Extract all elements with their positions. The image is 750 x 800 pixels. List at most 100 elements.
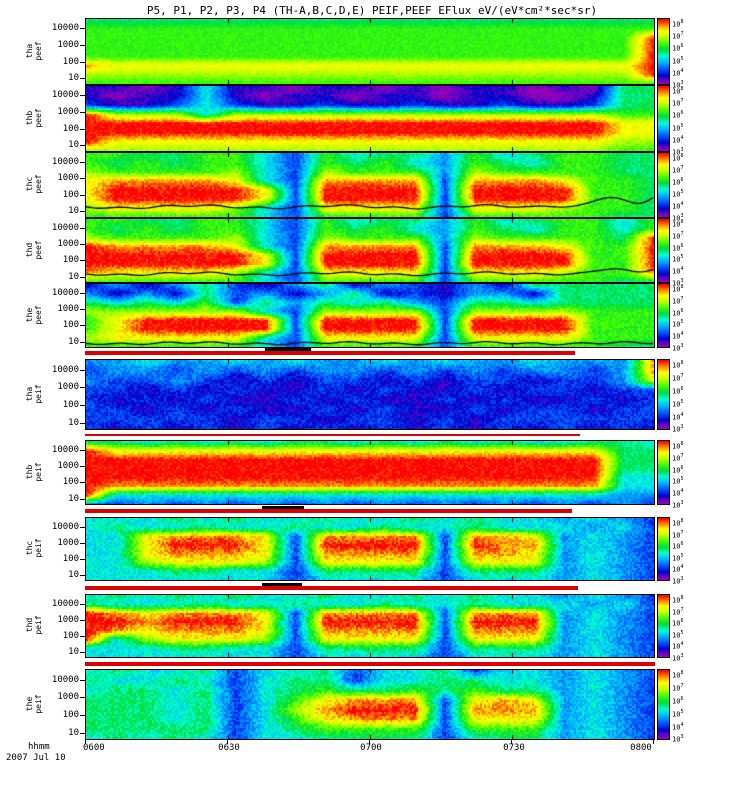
panel-axis-label: tha peif bbox=[25, 370, 43, 418]
colorbar-tick-label: 106 bbox=[672, 110, 684, 120]
data-gap-bar-black bbox=[265, 348, 311, 351]
colorbar-tick-label: 105 bbox=[672, 123, 684, 133]
colorbar-tick-label: 104 bbox=[672, 722, 684, 732]
y-axis-tick-label: 10000 bbox=[51, 599, 79, 609]
y-axis-tick-label: 10 bbox=[68, 494, 79, 504]
probe-label: thd bbox=[25, 242, 34, 257]
probe-label: tha bbox=[25, 43, 34, 58]
spectrogram-canvas bbox=[86, 19, 654, 84]
panel-axis-label: thb peef bbox=[25, 94, 43, 142]
y-axis-tick bbox=[80, 715, 85, 716]
probe-label: thd bbox=[25, 617, 34, 633]
panel-the-peif: the peif bbox=[25, 669, 655, 740]
colorbar-tick-label: 107 bbox=[672, 683, 684, 693]
colorbar-tick-label: 107 bbox=[672, 453, 684, 463]
colorbar-tick-label: 108 bbox=[672, 670, 684, 680]
y-axis-tick-label: 10 bbox=[68, 206, 79, 216]
y-axis-tick bbox=[80, 162, 85, 163]
x-tick-label: 0630 bbox=[218, 743, 240, 753]
y-axis-tick bbox=[80, 244, 85, 245]
panel-thd-peif: thd peif bbox=[25, 594, 655, 658]
colorbar-tick-label: 107 bbox=[672, 165, 684, 175]
x-axis-tick bbox=[227, 740, 228, 744]
probe-label: thb bbox=[25, 110, 34, 125]
y-axis-tick bbox=[80, 342, 85, 343]
instrument-label: peef bbox=[34, 107, 43, 128]
spectrogram-canvas bbox=[86, 86, 654, 151]
y-axis-tick-label: 100 bbox=[62, 631, 79, 641]
y-axis-tick-label: 100 bbox=[62, 190, 79, 200]
panel-axis-label: thb peif bbox=[25, 448, 43, 496]
colorbar-thd-peef bbox=[657, 218, 670, 283]
colorbar-tick-label: 107 bbox=[672, 296, 684, 306]
colorbar-tick-label: 105 bbox=[672, 189, 684, 199]
y-axis-tick-label: 10000 bbox=[51, 522, 79, 532]
y-axis-tick-label: 10000 bbox=[51, 365, 79, 375]
colorbar-tick-label: 104 bbox=[672, 564, 684, 574]
spectrogram-canvas bbox=[86, 284, 654, 347]
y-axis-tick-label: 1000 bbox=[57, 538, 79, 548]
y-axis-tick-label: 1000 bbox=[57, 461, 79, 471]
y-axis-tick-label: 100 bbox=[62, 255, 79, 265]
y-axis-tick-label: 10 bbox=[68, 647, 79, 657]
colorbar-tick-label: 106 bbox=[672, 308, 684, 318]
x-tick-label: 0700 bbox=[360, 743, 382, 753]
colorbar-tha-peif bbox=[657, 359, 670, 430]
y-axis-tick-label: 10000 bbox=[51, 288, 79, 298]
y-axis-tick-label: 10 bbox=[68, 418, 79, 428]
y-axis-tick-label: 10000 bbox=[51, 675, 79, 685]
spectrogram-canvas bbox=[86, 518, 654, 580]
y-axis-tick bbox=[80, 370, 85, 371]
panel-thc-peif: thc peif bbox=[25, 517, 655, 581]
colorbar-tick-label: 106 bbox=[672, 43, 684, 53]
colorbar-tick-label: 108 bbox=[672, 219, 684, 229]
colorbar-tick-label: 103 bbox=[672, 424, 684, 434]
panel-axis-label: tha peef bbox=[25, 27, 43, 75]
panel-thc-peef: thc peef bbox=[25, 152, 655, 218]
colorbar-tick-label: 103 bbox=[672, 80, 684, 90]
colorbar-tick-label: 106 bbox=[672, 696, 684, 706]
x-axis-format-label: hhmm bbox=[28, 742, 50, 752]
colorbar-tick-label: 103 bbox=[672, 213, 684, 223]
y-axis-tick bbox=[80, 129, 85, 130]
probe-label: the bbox=[25, 307, 34, 322]
colorbar-tick-label: 106 bbox=[672, 541, 684, 551]
y-axis-tick bbox=[80, 78, 85, 79]
y-axis-tick bbox=[80, 466, 85, 467]
colorbar-tick-label: 107 bbox=[672, 231, 684, 241]
colorbar-tick-label: 106 bbox=[672, 386, 684, 396]
y-axis-tick bbox=[80, 482, 85, 483]
colorbar-tick-label: 103 bbox=[672, 653, 684, 663]
y-axis-tick-label: 100 bbox=[62, 477, 79, 487]
y-axis-tick-label: 100 bbox=[62, 710, 79, 720]
panel-thb-peif: thb peif bbox=[25, 440, 655, 505]
y-axis-tick bbox=[80, 405, 85, 406]
y-axis-tick bbox=[80, 620, 85, 621]
panel-axis-label: the peif bbox=[25, 680, 43, 728]
panel-axis-label: thc peif bbox=[25, 524, 43, 572]
panel-thd-peef: thd peef bbox=[25, 218, 655, 283]
y-axis-tick bbox=[80, 277, 85, 278]
probe-label: thb bbox=[25, 464, 34, 479]
y-axis-tick-label: 10 bbox=[68, 337, 79, 347]
y-axis-tick bbox=[80, 604, 85, 605]
y-axis-tick bbox=[80, 559, 85, 560]
colorbar-tick-label: 108 bbox=[672, 19, 684, 29]
colorbar-tick-label: 104 bbox=[672, 266, 684, 276]
y-axis-tick bbox=[80, 195, 85, 196]
colorbar-tick-label: 103 bbox=[672, 343, 684, 353]
colorbar-thc-peef bbox=[657, 152, 670, 218]
x-tick-label: 0730 bbox=[503, 743, 525, 753]
data-gap-bar bbox=[85, 586, 578, 590]
y-axis-tick-label: 10 bbox=[68, 728, 79, 738]
colorbar-tick-label: 105 bbox=[672, 56, 684, 66]
colorbar-tick-label: 107 bbox=[672, 607, 684, 617]
colorbar-tick-label: 105 bbox=[672, 319, 684, 329]
spectrogram-canvas bbox=[86, 595, 654, 657]
probe-label: thc bbox=[25, 176, 34, 192]
colorbar-tha-peef bbox=[657, 18, 670, 85]
y-axis-tick bbox=[80, 228, 85, 229]
colorbar-tick-label: 103 bbox=[672, 147, 684, 157]
colorbar-tick-label: 108 bbox=[672, 360, 684, 370]
